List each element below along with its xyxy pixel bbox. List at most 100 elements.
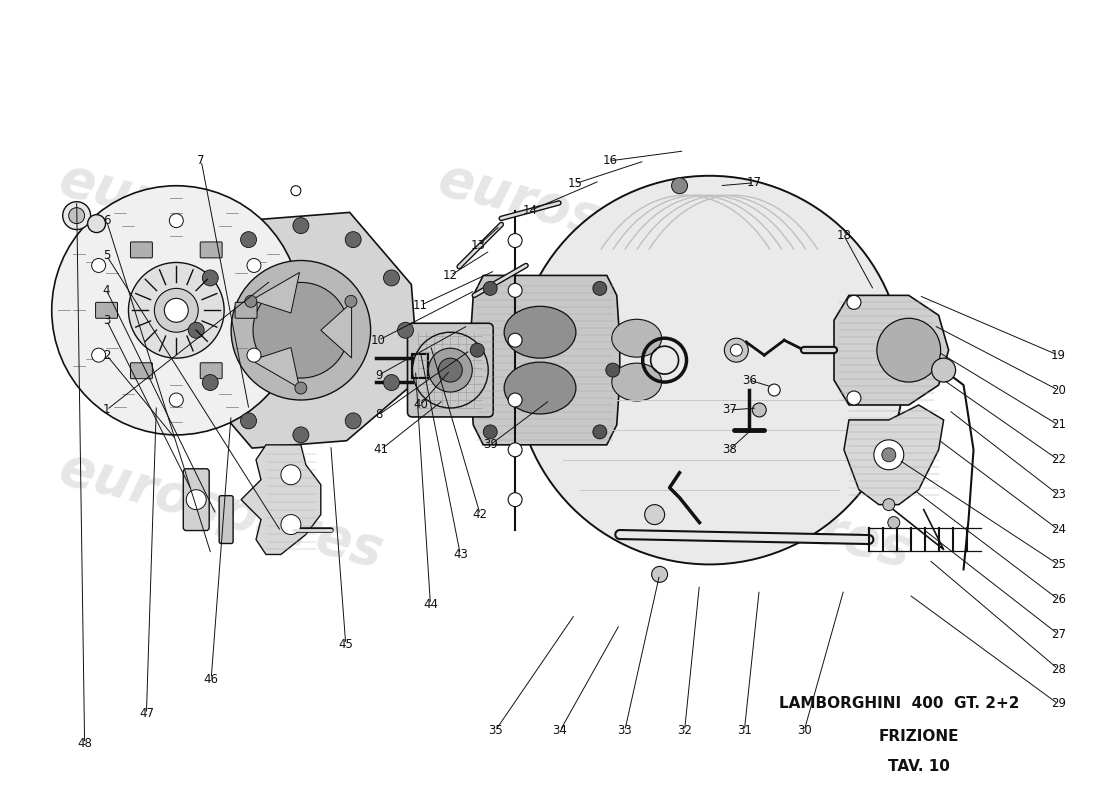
Text: 33: 33 [617,724,632,738]
Circle shape [245,295,256,307]
Text: 41: 41 [373,443,388,456]
Text: eurospares: eurospares [54,442,389,578]
Text: 43: 43 [453,548,468,561]
Circle shape [202,270,218,286]
Text: 23: 23 [1050,488,1066,501]
Text: 9: 9 [375,369,383,382]
Circle shape [384,374,399,390]
Text: 3: 3 [103,314,110,326]
Text: 31: 31 [737,724,751,738]
FancyBboxPatch shape [235,302,257,318]
Text: 34: 34 [552,724,568,738]
Circle shape [154,288,198,332]
Text: 18: 18 [836,229,851,242]
Circle shape [508,493,522,506]
Ellipse shape [515,176,904,565]
Circle shape [725,338,748,362]
Circle shape [164,298,188,322]
Circle shape [202,374,218,390]
Polygon shape [600,281,670,440]
Polygon shape [834,295,948,405]
Text: 46: 46 [204,673,219,686]
Text: 1: 1 [102,403,110,417]
Polygon shape [252,347,299,388]
Circle shape [752,403,767,417]
Circle shape [606,363,619,377]
Circle shape [508,393,522,407]
Circle shape [169,214,184,228]
Text: FRIZIONE: FRIZIONE [879,730,959,744]
Text: 40: 40 [412,398,428,411]
Circle shape [410,355,430,375]
Circle shape [888,517,900,529]
Text: 4: 4 [102,284,110,297]
Text: 22: 22 [1050,454,1066,466]
Text: 29: 29 [1050,698,1066,710]
Circle shape [293,427,309,443]
Text: 2: 2 [102,349,110,362]
Circle shape [63,202,90,230]
Text: 21: 21 [1050,418,1066,431]
Text: eurospares: eurospares [432,152,768,289]
Circle shape [428,348,472,392]
Circle shape [508,283,522,298]
Text: 24: 24 [1050,523,1066,536]
Text: LAMBORGHINI  400  GT. 2+2: LAMBORGHINI 400 GT. 2+2 [779,697,1019,711]
Ellipse shape [504,306,576,358]
Text: 6: 6 [102,214,110,227]
Ellipse shape [612,363,661,401]
Circle shape [129,262,224,358]
Text: 32: 32 [678,724,692,738]
Circle shape [280,514,301,534]
Circle shape [188,322,205,338]
Text: 11: 11 [412,299,428,312]
Text: 10: 10 [371,334,386,346]
Text: eurospares: eurospares [582,442,917,578]
Circle shape [593,282,607,295]
Text: 15: 15 [568,178,582,190]
Circle shape [345,295,356,307]
Circle shape [847,391,861,405]
Text: TAV. 10: TAV. 10 [888,759,949,774]
Text: eurospares: eurospares [54,152,389,289]
Circle shape [290,186,301,196]
Text: 5: 5 [103,249,110,262]
Circle shape [91,258,106,273]
Text: 7: 7 [198,154,205,167]
Polygon shape [471,275,619,445]
Polygon shape [321,302,352,358]
FancyBboxPatch shape [131,242,153,258]
FancyBboxPatch shape [200,242,222,258]
Text: 48: 48 [77,738,92,750]
Circle shape [877,318,940,382]
Circle shape [730,344,743,356]
Circle shape [847,295,861,310]
Circle shape [52,186,301,435]
Circle shape [186,490,206,510]
Text: 14: 14 [522,204,538,217]
FancyBboxPatch shape [407,323,493,417]
Text: 19: 19 [1050,349,1066,362]
Circle shape [882,448,895,462]
Text: 26: 26 [1050,593,1066,606]
Text: 20: 20 [1050,383,1066,397]
Circle shape [248,258,261,273]
Circle shape [508,234,522,247]
Polygon shape [183,212,419,448]
Text: 37: 37 [722,403,737,417]
Text: 13: 13 [471,239,486,252]
Circle shape [508,443,522,457]
FancyBboxPatch shape [184,469,209,530]
Circle shape [248,348,261,362]
Circle shape [483,282,497,295]
Circle shape [231,261,371,400]
Ellipse shape [504,362,576,414]
Polygon shape [252,273,299,313]
Text: 38: 38 [722,443,737,456]
Circle shape [672,178,688,194]
Circle shape [293,218,309,234]
Text: 27: 27 [1050,628,1066,641]
FancyBboxPatch shape [131,362,153,378]
Circle shape [345,232,361,247]
Circle shape [593,425,607,439]
